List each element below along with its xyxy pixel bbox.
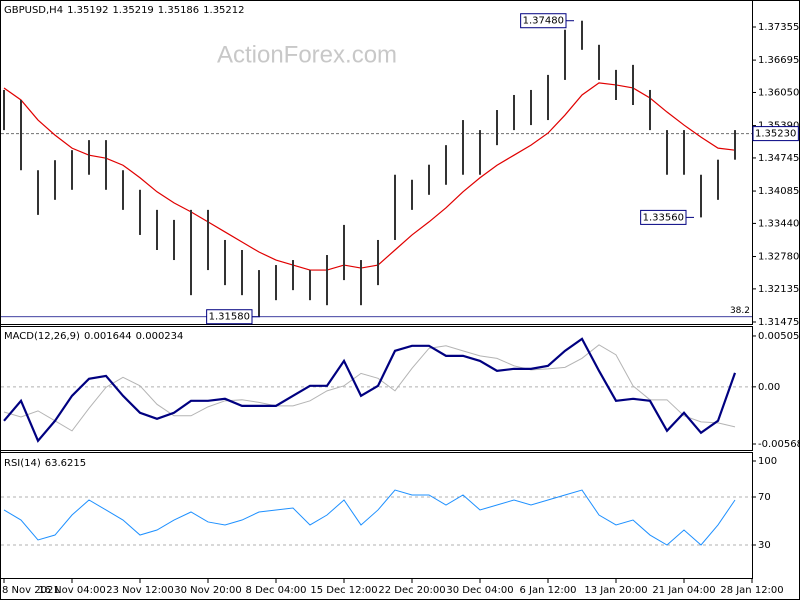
readout-value: 1.35192 (67, 5, 108, 16)
rsi-pane (0, 452, 753, 579)
signal-line (3, 344, 736, 432)
main-line (3, 489, 736, 546)
x-tick-label: 30 Nov 20:00 (174, 585, 241, 596)
price-pane (0, 0, 753, 325)
x-tick-label: 6 Jan 12:00 (520, 585, 577, 596)
current-price-label-box (752, 126, 799, 142)
current-price-label: 1.35230 (755, 129, 796, 140)
x-tick-label: 23 Nov 12:00 (106, 585, 173, 596)
annotation-label: 1.31580 (209, 312, 250, 323)
x-tick-label: 28 Jan 12:00 (720, 585, 783, 596)
y-tick-label: 70 (758, 492, 771, 503)
y-tick-label: 100 (758, 456, 777, 467)
y-tick-label: 1.35390 (758, 121, 799, 132)
x-tick-label: 21 Jan 04:00 (652, 585, 715, 596)
pane-header: RSI(14) 63.6215 (4, 458, 86, 469)
x-tick-label: 8 Nov 2021 (2, 585, 60, 596)
y-tick-label: 0.00 (758, 382, 780, 393)
y-tick-label: 1.33440 (758, 218, 799, 229)
x-tick-label: 13 Jan 20:00 (584, 585, 647, 596)
y-tick-label: 1.31475 (758, 317, 799, 328)
readout-value: 0.000234 (136, 331, 184, 342)
y-tick-label: 1.34745 (758, 153, 799, 164)
annotation-label-box (206, 309, 253, 325)
x-tick-label: 30 Dec 04:00 (446, 585, 513, 596)
x-tick-label: 15 Dec 12:00 (310, 585, 377, 596)
annotation-label-box (640, 209, 687, 225)
y-tick-label: 1.34085 (758, 186, 799, 197)
readout-value: 1.35219 (112, 5, 153, 16)
x-tick-label: 16 Nov 04:00 (38, 585, 105, 596)
y-tick-label: -0.005682 (758, 439, 800, 450)
pane-header: MACD(12,26,9) 0.001644 0.000234 (4, 331, 183, 342)
readout-value: 1.35186 (158, 5, 199, 16)
pane-title: MACD(12,26,9) (4, 331, 80, 342)
readout-value: 63.6215 (45, 458, 86, 469)
annotation-label-box (520, 13, 567, 29)
ma-line (3, 82, 736, 271)
x-tick-label: 8 Dec 04:00 (246, 585, 307, 596)
readout-value: 0.001644 (84, 331, 132, 342)
pane-title: GBPUSD,H4 (4, 5, 63, 16)
y-tick-label: 1.32135 (758, 284, 799, 295)
pane-header: GBPUSD,H4 1.35192 1.35219 1.35186 1.35212 (4, 5, 245, 16)
y-tick-label: 1.32780 (758, 252, 799, 263)
y-tick-label: 30 (758, 540, 771, 551)
y-tick-label: 1.36695 (758, 55, 799, 66)
pane-title: RSI(14) (4, 458, 41, 469)
main-line (3, 337, 737, 443)
x-tick-label: 22 Dec 20:00 (378, 585, 445, 596)
macd-pane (0, 326, 753, 451)
y-tick-label: 0.005058 (758, 331, 800, 342)
watermark: ActionForex.com (217, 41, 397, 68)
y-tick-label: 1.37355 (758, 22, 799, 33)
annotation-label: 1.33560 (643, 212, 684, 223)
annotation-label: 1.37480 (523, 16, 564, 27)
y-tick-label: 1.36050 (758, 87, 799, 98)
readout-value: 1.35212 (203, 5, 244, 16)
fib-label: 38.2 (730, 306, 750, 316)
